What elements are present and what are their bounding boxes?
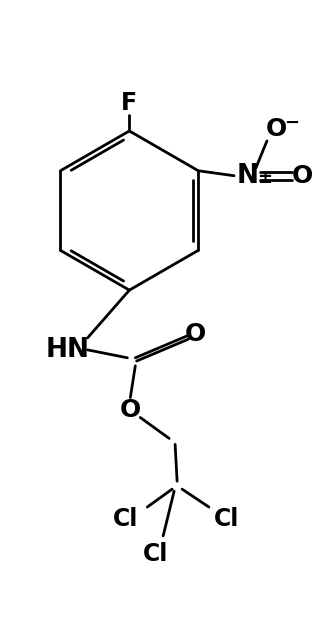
Text: N: N	[237, 163, 259, 189]
Text: O: O	[292, 164, 313, 188]
Text: Cl: Cl	[113, 507, 138, 531]
Text: −: −	[284, 114, 299, 132]
Text: Cl: Cl	[214, 507, 239, 531]
Text: F: F	[121, 91, 137, 115]
Text: O: O	[184, 322, 206, 346]
Text: Cl: Cl	[142, 542, 168, 566]
Text: HN: HN	[46, 337, 90, 363]
Text: O: O	[120, 397, 141, 422]
Text: O: O	[265, 117, 287, 141]
Text: ±: ±	[257, 169, 272, 187]
